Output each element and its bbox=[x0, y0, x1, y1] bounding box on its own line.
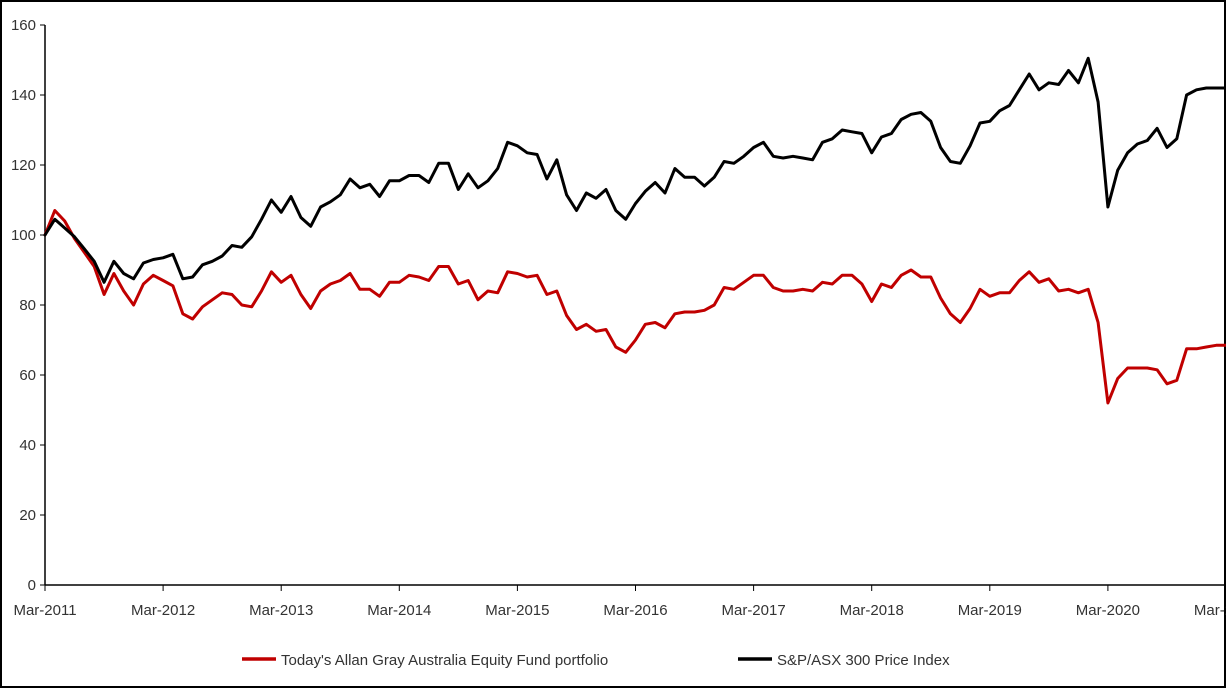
plot-area bbox=[43, 56, 1226, 405]
x-tick-label: Mar-2016 bbox=[603, 602, 667, 619]
x-tick-label: Mar-2015 bbox=[485, 602, 549, 619]
y-tick-label: 20 bbox=[19, 507, 36, 524]
x-tick-label: Mar-2014 bbox=[367, 602, 431, 619]
y-axis: 0 20 40 60 80 100 120 140 160 bbox=[11, 17, 46, 594]
y-tick-label: 60 bbox=[19, 367, 36, 384]
series-line-index bbox=[43, 56, 1226, 284]
x-tick-label: Mar-2017 bbox=[721, 602, 785, 619]
x-tick-label: Mar-2011 bbox=[13, 602, 76, 619]
x-tick-label: Mar-2019 bbox=[958, 602, 1022, 619]
y-tick-label: 0 bbox=[28, 577, 36, 594]
series-line-fund bbox=[43, 209, 1226, 405]
x-axis: Mar-2011 Mar-2012 Mar-2013 Mar-2014 Mar-2015… bbox=[13, 584, 1226, 619]
y-tick-label: 120 bbox=[11, 157, 36, 174]
x-tick-label: Mar-2018 bbox=[840, 602, 904, 619]
y-tick-label: 80 bbox=[19, 297, 36, 314]
y-tick-label: 100 bbox=[11, 227, 36, 244]
y-tick-label: 160 bbox=[11, 17, 36, 34]
x-tick-label: Mar-2013 bbox=[249, 602, 313, 619]
y-tick-label: 140 bbox=[11, 87, 36, 104]
y-tick-label: 40 bbox=[19, 437, 36, 454]
x-tick-label: Mar-2012 bbox=[131, 602, 195, 619]
legend: Today's Allan Gray Australia Equity Fund… bbox=[242, 652, 950, 669]
legend-label: S&P/ASX 300 Price Index bbox=[777, 652, 950, 669]
legend-label: Today's Allan Gray Australia Equity Fund… bbox=[281, 652, 608, 669]
x-tick-label: Mar-2021 bbox=[1194, 602, 1226, 619]
x-tick-label: Mar-2020 bbox=[1076, 602, 1140, 619]
